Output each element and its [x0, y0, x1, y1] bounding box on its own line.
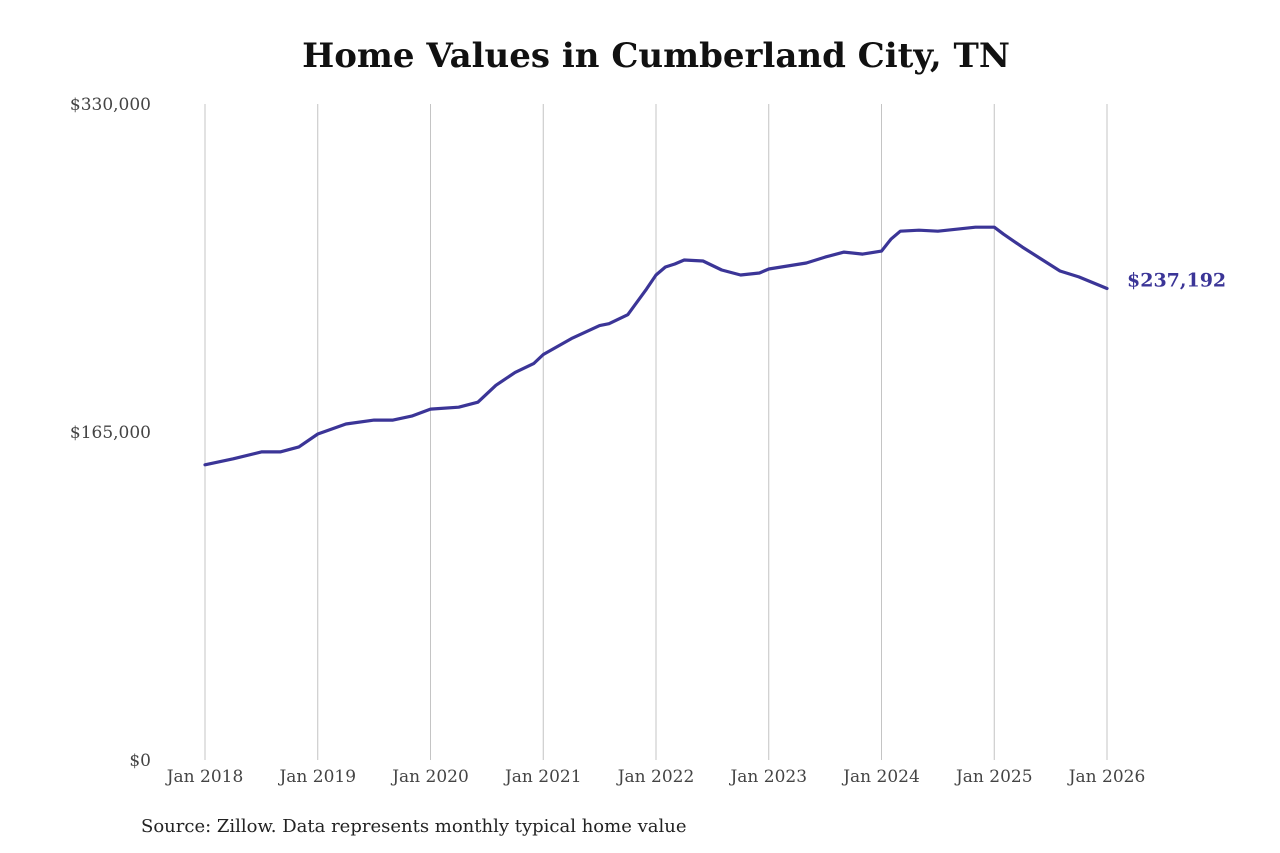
x-tick-label: Jan 2026 [1067, 767, 1146, 787]
x-tick-label: Jan 2024 [841, 767, 920, 787]
x-tick-label: Jan 2020 [390, 767, 469, 787]
series-line [203, 225, 1109, 467]
y-tick-label: $0 [129, 751, 151, 771]
y-tick-label: $330,000 [70, 95, 151, 115]
x-tick-label: Jan 2021 [503, 767, 582, 787]
x-tick-label: Jan 2018 [165, 767, 244, 787]
x-tick-label: Jan 2025 [954, 767, 1033, 787]
x-tick-label: Jan 2022 [616, 767, 695, 787]
chart-title: Home Values in Cumberland City, TN [302, 36, 1010, 76]
y-tick-label: $165,000 [70, 423, 151, 443]
x-tick-label: Jan 2019 [277, 767, 356, 787]
end-value-label: $237,192 [1127, 269, 1226, 291]
source-note: Source: Zillow. Data represents monthly … [141, 816, 687, 837]
x-tick-label: Jan 2023 [728, 767, 807, 787]
